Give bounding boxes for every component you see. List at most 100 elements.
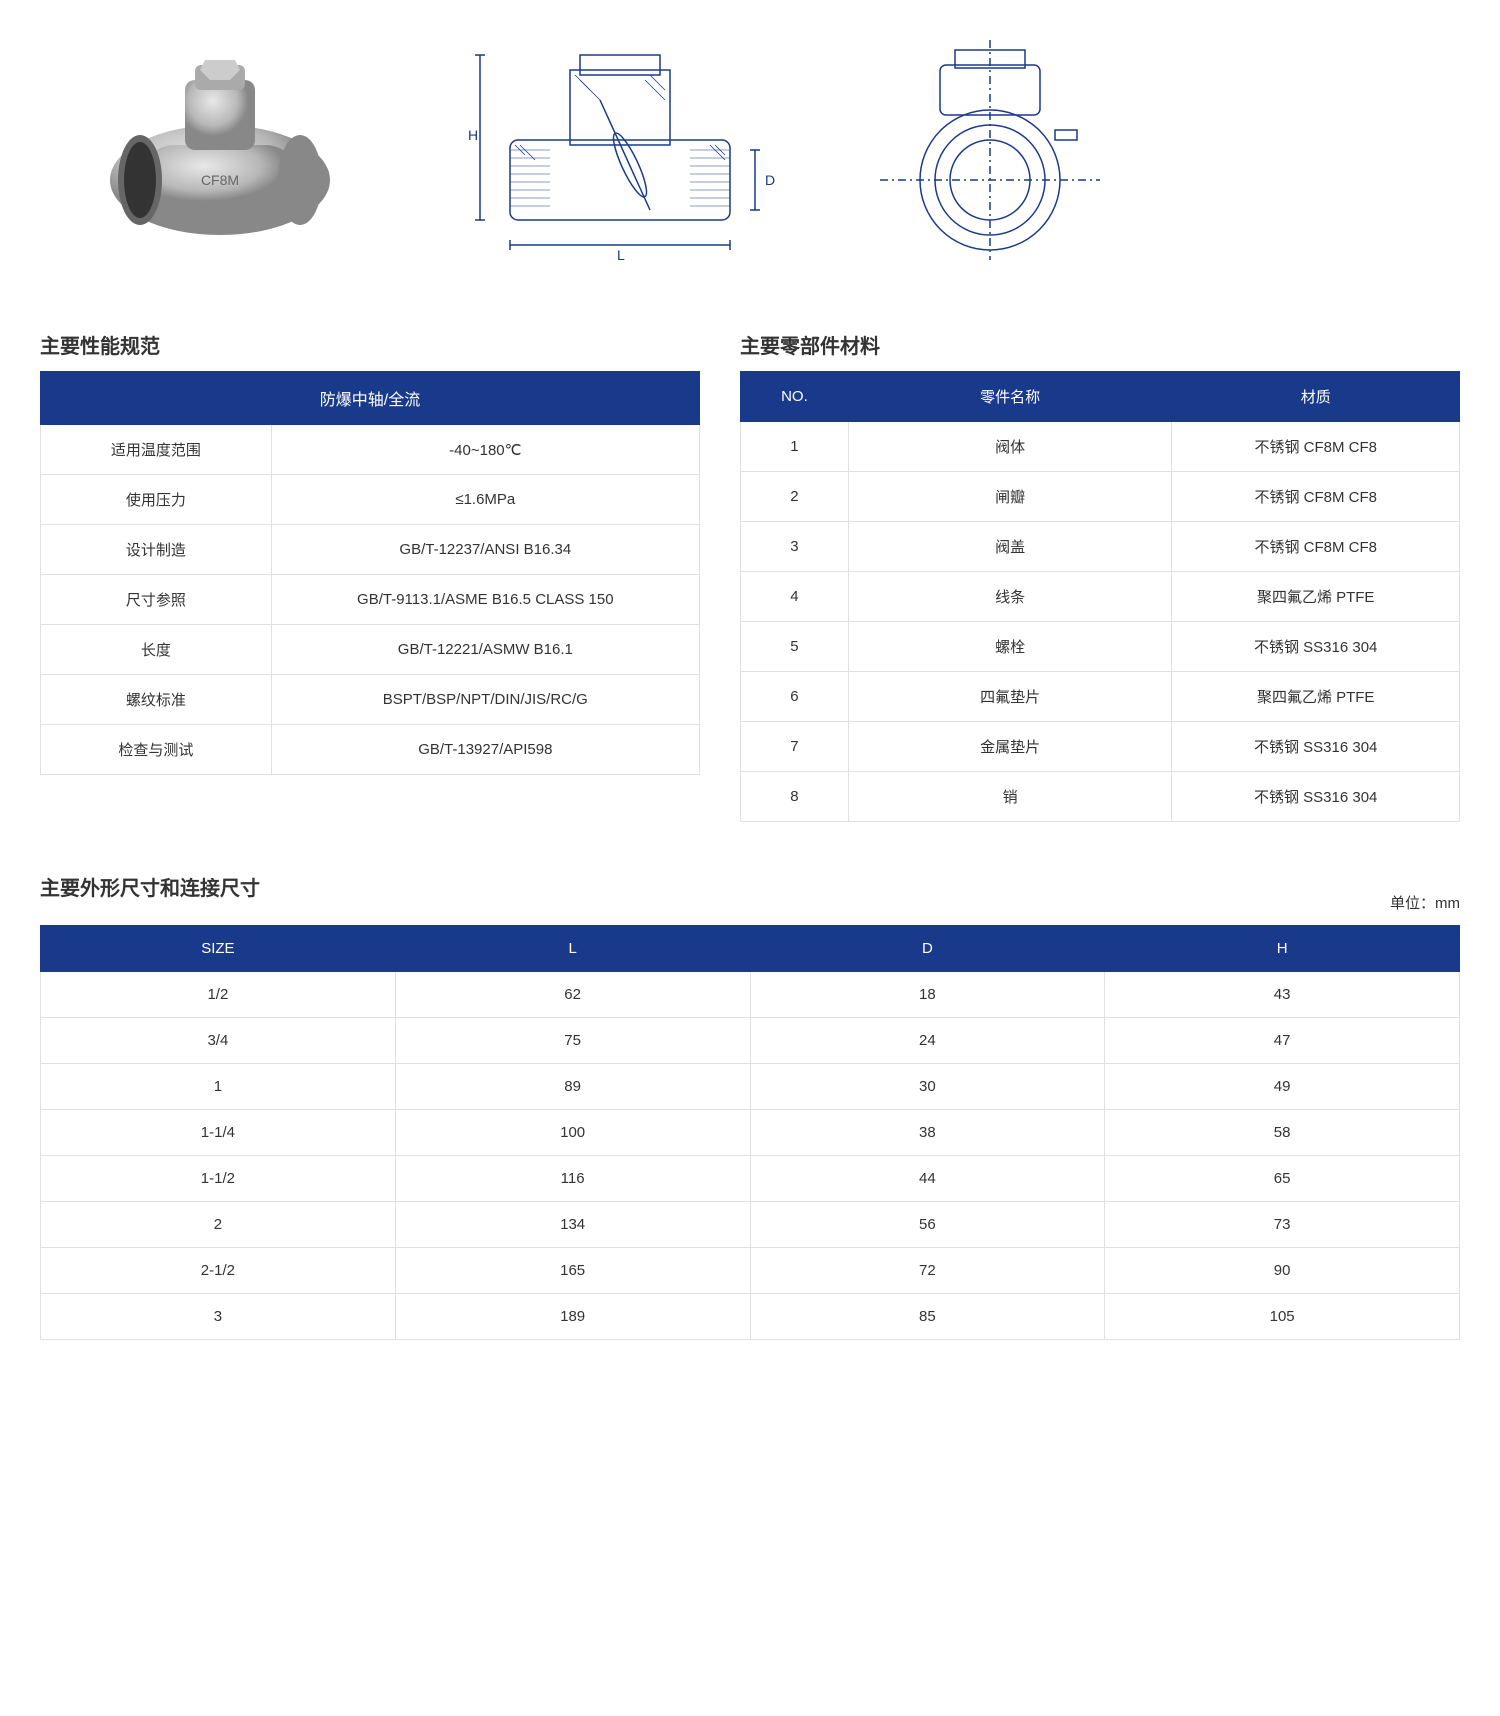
spec-label: 检查与测试 bbox=[41, 725, 272, 775]
parts-header-cell: 材质 bbox=[1172, 372, 1460, 422]
dim-l-label: L bbox=[617, 247, 625, 263]
spec-value: BSPT/BSP/NPT/DIN/JIS/RC/G bbox=[271, 675, 699, 725]
parts-row: 2闸瓣不锈钢 CF8M CF8 bbox=[741, 472, 1460, 522]
spec-label: 长度 bbox=[41, 625, 272, 675]
dims-row: 2-1/21657290 bbox=[41, 1248, 1460, 1294]
spec-row: 尺寸参照GB/T-9113.1/ASME B16.5 CLASS 150 bbox=[41, 575, 700, 625]
parts-table: NO.零件名称材质 1阀体不锈钢 CF8M CF82闸瓣不锈钢 CF8M CF8… bbox=[740, 371, 1460, 822]
spec-value: ≤1.6MPa bbox=[271, 475, 699, 525]
spec-row: 适用温度范围-40~180℃ bbox=[41, 425, 700, 475]
dim-d: 18 bbox=[750, 972, 1105, 1018]
parts-row: 5螺栓不锈钢 SS316 304 bbox=[741, 622, 1460, 672]
spec-row: 使用压力≤1.6MPa bbox=[41, 475, 700, 525]
spec-row: 螺纹标准BSPT/BSP/NPT/DIN/JIS/RC/G bbox=[41, 675, 700, 725]
dims-row: 1-1/21164465 bbox=[41, 1156, 1460, 1202]
spec-label: 尺寸参照 bbox=[41, 575, 272, 625]
dim-size: 3 bbox=[41, 1294, 396, 1340]
part-name: 阀盖 bbox=[848, 522, 1172, 572]
dim-size: 1-1/2 bbox=[41, 1156, 396, 1202]
dim-d: 24 bbox=[750, 1018, 1105, 1064]
spec-row: 检查与测试GB/T-13927/API598 bbox=[41, 725, 700, 775]
part-name: 螺栓 bbox=[848, 622, 1172, 672]
part-material: 不锈钢 SS316 304 bbox=[1172, 622, 1460, 672]
dims-header-cell: D bbox=[750, 926, 1105, 972]
dim-h-label: H bbox=[468, 127, 478, 143]
dim-l: 116 bbox=[395, 1156, 750, 1202]
part-name: 闸瓣 bbox=[848, 472, 1172, 522]
dim-size: 1/2 bbox=[41, 972, 396, 1018]
part-material: 不锈钢 CF8M CF8 bbox=[1172, 522, 1460, 572]
dims-row: 318985105 bbox=[41, 1294, 1460, 1340]
spec-value: GB/T-13927/API598 bbox=[271, 725, 699, 775]
spec-section-title: 主要性能规范 bbox=[40, 330, 700, 359]
part-no: 3 bbox=[741, 522, 849, 572]
spec-value: GB/T-12221/ASMW B16.1 bbox=[271, 625, 699, 675]
part-material: 聚四氟乙烯 PTFE bbox=[1172, 572, 1460, 622]
dim-l: 189 bbox=[395, 1294, 750, 1340]
dims-row: 21345673 bbox=[41, 1202, 1460, 1248]
spec-label: 使用压力 bbox=[41, 475, 272, 525]
spec-table-header: 防爆中轴/全流 bbox=[41, 372, 700, 425]
dim-h: 49 bbox=[1105, 1064, 1460, 1110]
spec-value: GB/T-12237/ANSI B16.34 bbox=[271, 525, 699, 575]
spec-label: 螺纹标准 bbox=[41, 675, 272, 725]
dim-d: 56 bbox=[750, 1202, 1105, 1248]
parts-header-cell: 零件名称 bbox=[848, 372, 1172, 422]
dim-h: 43 bbox=[1105, 972, 1460, 1018]
part-material: 不锈钢 CF8M CF8 bbox=[1172, 422, 1460, 472]
dim-size: 3/4 bbox=[41, 1018, 396, 1064]
spec-table: 防爆中轴/全流 适用温度范围-40~180℃使用压力≤1.6MPa设计制造GB/… bbox=[40, 371, 700, 775]
dim-size: 2-1/2 bbox=[41, 1248, 396, 1294]
part-no: 5 bbox=[741, 622, 849, 672]
dim-h: 58 bbox=[1105, 1110, 1460, 1156]
dims-row: 3/4752447 bbox=[41, 1018, 1460, 1064]
part-no: 2 bbox=[741, 472, 849, 522]
dim-h: 47 bbox=[1105, 1018, 1460, 1064]
part-material: 聚四氟乙烯 PTFE bbox=[1172, 672, 1460, 722]
part-name: 四氟垫片 bbox=[848, 672, 1172, 722]
dim-size: 2 bbox=[41, 1202, 396, 1248]
parts-row: 7金属垫片不锈钢 SS316 304 bbox=[741, 722, 1460, 772]
parts-section-title: 主要零部件材料 bbox=[740, 330, 1460, 359]
part-name: 阀体 bbox=[848, 422, 1172, 472]
dim-size: 1 bbox=[41, 1064, 396, 1110]
dim-h: 105 bbox=[1105, 1294, 1460, 1340]
dims-table: SIZELDH 1/26218433/475244718930491-1/410… bbox=[40, 925, 1460, 1340]
parts-header-cell: NO. bbox=[741, 372, 849, 422]
dims-header-cell: SIZE bbox=[41, 926, 396, 972]
dims-row: 1893049 bbox=[41, 1064, 1460, 1110]
parts-row: 4线条聚四氟乙烯 PTFE bbox=[741, 572, 1460, 622]
side-view-drawing bbox=[860, 30, 1120, 270]
part-material: 不锈钢 SS316 304 bbox=[1172, 722, 1460, 772]
image-row: CF8M bbox=[40, 30, 1460, 270]
dim-l: 62 bbox=[395, 972, 750, 1018]
technical-section-drawing: H L D bbox=[420, 30, 800, 270]
part-no: 8 bbox=[741, 772, 849, 822]
part-name: 销 bbox=[848, 772, 1172, 822]
part-name: 金属垫片 bbox=[848, 722, 1172, 772]
dim-d: 44 bbox=[750, 1156, 1105, 1202]
dims-header-cell: L bbox=[395, 926, 750, 972]
dim-d: 85 bbox=[750, 1294, 1105, 1340]
dim-size: 1-1/4 bbox=[41, 1110, 396, 1156]
dims-unit-label: 单位：mm bbox=[1390, 892, 1460, 913]
spec-value: -40~180℃ bbox=[271, 425, 699, 475]
dims-row: 1/2621843 bbox=[41, 972, 1460, 1018]
dim-h: 90 bbox=[1105, 1248, 1460, 1294]
dim-l: 100 bbox=[395, 1110, 750, 1156]
svg-text:CF8M: CF8M bbox=[201, 172, 239, 188]
dims-row: 1-1/41003858 bbox=[41, 1110, 1460, 1156]
part-name: 线条 bbox=[848, 572, 1172, 622]
spec-value: GB/T-9113.1/ASME B16.5 CLASS 150 bbox=[271, 575, 699, 625]
dim-l: 165 bbox=[395, 1248, 750, 1294]
spec-label: 适用温度范围 bbox=[41, 425, 272, 475]
parts-row: 8销不锈钢 SS316 304 bbox=[741, 772, 1460, 822]
part-material: 不锈钢 CF8M CF8 bbox=[1172, 472, 1460, 522]
dims-header-cell: H bbox=[1105, 926, 1460, 972]
spec-row: 长度GB/T-12221/ASMW B16.1 bbox=[41, 625, 700, 675]
dim-h: 65 bbox=[1105, 1156, 1460, 1202]
dim-d: 30 bbox=[750, 1064, 1105, 1110]
dim-d-label: D bbox=[765, 172, 775, 188]
dim-d: 72 bbox=[750, 1248, 1105, 1294]
dim-d: 38 bbox=[750, 1110, 1105, 1156]
